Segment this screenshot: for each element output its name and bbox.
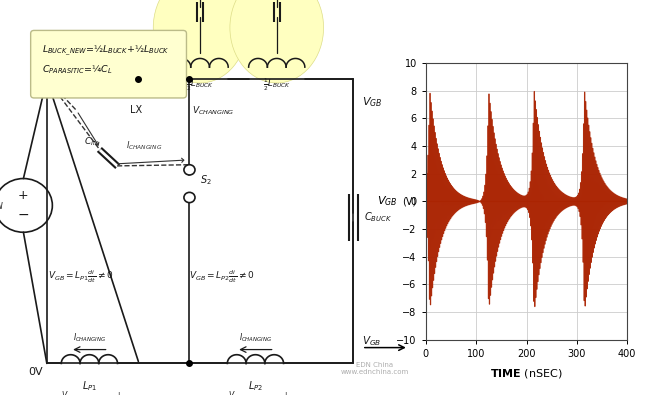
Text: $\frac{1}{2}L_{BUCK}$: $\frac{1}{2}L_{BUCK}$ [186, 77, 214, 94]
Ellipse shape [153, 0, 247, 83]
Text: EDN China
www.ednchina.com: EDN China www.ednchina.com [341, 362, 409, 375]
Text: $C_{BUCK}$: $C_{BUCK}$ [364, 211, 392, 224]
Text: LX: LX [130, 105, 142, 115]
Text: $V_{GB}$: $V_{GB}$ [377, 195, 398, 208]
Text: $V_{CHANGING}$: $V_{CHANGING}$ [192, 105, 234, 117]
Text: $-V_{GROUNDBOUNCE}+$: $-V_{GROUNDBOUNCE}+$ [222, 389, 289, 395]
Text: $V_{GB}$: $V_{GB}$ [362, 95, 382, 109]
Text: 0V: 0V [28, 367, 43, 377]
FancyBboxPatch shape [31, 30, 187, 98]
Text: $\frac{1}{2}L_{BUCK}$: $\frac{1}{2}L_{BUCK}$ [263, 77, 291, 94]
Circle shape [184, 192, 195, 203]
Text: $V_{GB}=L_{P1}\frac{di}{dt}\neq 0$: $V_{GB}=L_{P1}\frac{di}{dt}\neq 0$ [48, 268, 114, 285]
Text: $C_{PARASITIC}$=¼$C_L$: $C_{PARASITIC}$=¼$C_L$ [42, 63, 112, 76]
Text: $V_{GB}$: $V_{GB}$ [362, 334, 381, 348]
Text: (V): (V) [402, 196, 417, 207]
Text: $S_2$: $S_2$ [200, 173, 212, 186]
Text: −: − [18, 208, 29, 222]
Text: +: + [18, 189, 29, 202]
Ellipse shape [230, 0, 324, 83]
Text: $I_{CHANGING}$: $I_{CHANGING}$ [125, 140, 162, 152]
Text: $L_{BUCK\_NEW}$=½$L_{BUCK}$+½$L_{BUCK}$: $L_{BUCK\_NEW}$=½$L_{BUCK}$+½$L_{BUCK}$ [42, 43, 169, 58]
Text: $\bf{TIME}$ (nSEC): $\bf{TIME}$ (nSEC) [490, 367, 563, 380]
Text: $L_{P1}$: $L_{P1}$ [82, 379, 97, 393]
Text: $V_{GB}=L_{P2}\frac{di}{dt}\neq 0$: $V_{GB}=L_{P2}\frac{di}{dt}\neq 0$ [188, 268, 254, 285]
Text: $C_{IN}$: $C_{IN}$ [84, 135, 99, 148]
Text: $-V_{GROUNDBOUNCE}+$: $-V_{GROUNDBOUNCE}+$ [55, 389, 124, 395]
Circle shape [184, 165, 195, 175]
Circle shape [77, 76, 88, 86]
Text: $I_{CHANGING}$: $I_{CHANGING}$ [239, 331, 272, 344]
Text: $I_{CHANGING}$: $I_{CHANGING}$ [73, 331, 106, 344]
Text: $S_1$: $S_1$ [81, 54, 93, 68]
Text: $V_{IN}$: $V_{IN}$ [0, 199, 5, 212]
Text: $L_{P2}$: $L_{P2}$ [248, 379, 263, 393]
